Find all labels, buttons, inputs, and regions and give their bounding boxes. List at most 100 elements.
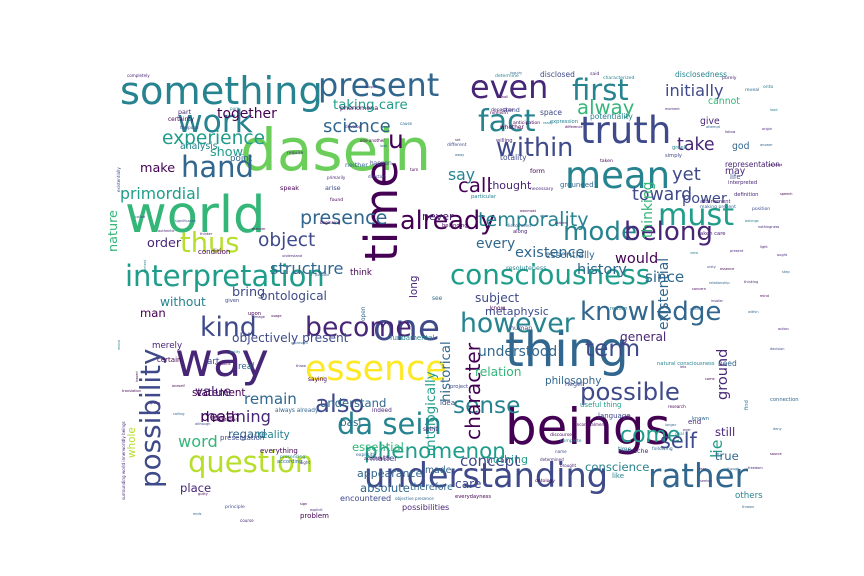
- word-presence: presence: [300, 206, 387, 229]
- word-ready: ready: [543, 121, 553, 125]
- word-take: take: [677, 135, 715, 155]
- word-work: work: [177, 104, 254, 140]
- word-belongs: belongs: [745, 219, 759, 223]
- word-character: character: [461, 342, 485, 440]
- word-taken-care: taken care: [698, 231, 725, 237]
- word-principle: principle: [225, 504, 245, 510]
- word-essence: essence: [305, 349, 447, 389]
- word-research: research: [668, 404, 686, 409]
- word-temporal: temporal: [180, 125, 199, 130]
- word-inquiry: inquiry: [510, 71, 522, 75]
- word-order: order: [147, 236, 182, 251]
- word-objectively-present: objectively present: [232, 331, 349, 345]
- word-brought: brought: [560, 463, 576, 468]
- word-therefore: therefore: [410, 482, 453, 493]
- word-lead: lead: [770, 108, 778, 112]
- word-art: art: [207, 357, 220, 367]
- word-bring: bring: [232, 285, 265, 300]
- word-pure: pure: [230, 106, 240, 111]
- word-unconcealment: unconcealment: [574, 422, 606, 427]
- word-essence: essence: [720, 267, 734, 271]
- word-yet: yet: [672, 164, 701, 185]
- word-determined: determined: [540, 457, 564, 462]
- word-always-already: always already: [275, 408, 319, 414]
- word-essentially: essentially: [545, 250, 595, 261]
- word-time: time: [355, 160, 408, 262]
- word-turn: turn: [410, 167, 419, 172]
- word-would: would: [615, 251, 658, 267]
- word-since: since: [645, 268, 684, 286]
- word-hidden: hidden: [555, 221, 567, 225]
- word-true: true: [715, 449, 739, 463]
- word-truth: truth: [580, 109, 671, 152]
- word-self: self: [660, 429, 698, 453]
- word-existence: existence: [515, 245, 585, 261]
- word-view: view: [690, 251, 698, 255]
- word-science: science: [323, 116, 391, 137]
- word-discourse: discourse: [550, 432, 572, 438]
- word-lie: lie: [707, 440, 726, 458]
- word-possible: possible: [580, 377, 680, 406]
- word-philosophy: philosophy: [545, 375, 601, 387]
- word-form: form: [530, 167, 545, 175]
- word-connection: connection: [770, 397, 799, 403]
- word-language: language: [598, 412, 631, 420]
- word-totality: totality: [500, 153, 527, 162]
- word-first: first: [572, 73, 629, 107]
- word-appearance: appearance: [357, 467, 422, 480]
- word-onto: onto: [763, 84, 774, 90]
- word-happen: happen: [370, 161, 392, 167]
- word-speak: speak: [280, 184, 299, 192]
- word-translation: translation: [122, 389, 141, 393]
- word-question: question: [188, 445, 313, 479]
- word-also: also: [315, 389, 364, 418]
- word-never: never: [422, 210, 454, 223]
- word-rather: rather: [648, 457, 749, 495]
- word-know: know: [490, 306, 506, 312]
- word-one-another: one another: [360, 138, 385, 143]
- word-speech: speech: [780, 192, 793, 196]
- word-care: care: [455, 477, 481, 491]
- word-see: see: [432, 296, 443, 302]
- word-part: part: [178, 108, 192, 116]
- word-whether: whether: [500, 125, 524, 131]
- word-idea: idea: [440, 399, 455, 407]
- word-human: human: [510, 324, 532, 332]
- word-condition: condition: [198, 248, 230, 256]
- word-clear: clear: [540, 214, 549, 218]
- word-ought: ought: [777, 253, 788, 257]
- word-call: call: [458, 174, 492, 197]
- word-though: though: [727, 467, 739, 471]
- word-look: look: [380, 144, 388, 148]
- word-experience: experience: [162, 128, 265, 149]
- word-direction: direction: [368, 174, 386, 179]
- word-essential: essential: [352, 440, 404, 454]
- word-however: however: [460, 308, 575, 339]
- word-definition: definition: [734, 192, 758, 198]
- word-beginning: beginning: [320, 220, 341, 225]
- word-nature: nature: [106, 210, 121, 252]
- word-different: different: [447, 142, 467, 148]
- word-presencing: presencing: [280, 454, 305, 460]
- word-expression: expression: [550, 119, 578, 125]
- word-time: time: [618, 447, 632, 453]
- word-represent: represent: [291, 341, 308, 345]
- word-possibility: possibility: [134, 348, 167, 488]
- word-meaning: meaning: [200, 407, 271, 426]
- word-term: term: [585, 335, 640, 362]
- word-sign: sign: [300, 502, 307, 506]
- word-calling: calling: [173, 412, 184, 416]
- word-certainty: certainty: [168, 117, 195, 123]
- word-place: place: [180, 481, 211, 495]
- word-thing: thing: [505, 322, 629, 378]
- word-origin: origin: [762, 127, 772, 131]
- word-shall: shall: [500, 95, 508, 99]
- word-thinking: thinking: [640, 182, 656, 238]
- word-attempt: attempt: [706, 125, 721, 129]
- word-within: within: [748, 310, 759, 314]
- word-greek: greek: [672, 145, 687, 151]
- word-natural-consciousness: natural consciousness: [657, 361, 715, 367]
- word-space: space: [540, 108, 562, 117]
- word-following: following: [652, 446, 673, 452]
- word-understood: understood: [478, 344, 557, 360]
